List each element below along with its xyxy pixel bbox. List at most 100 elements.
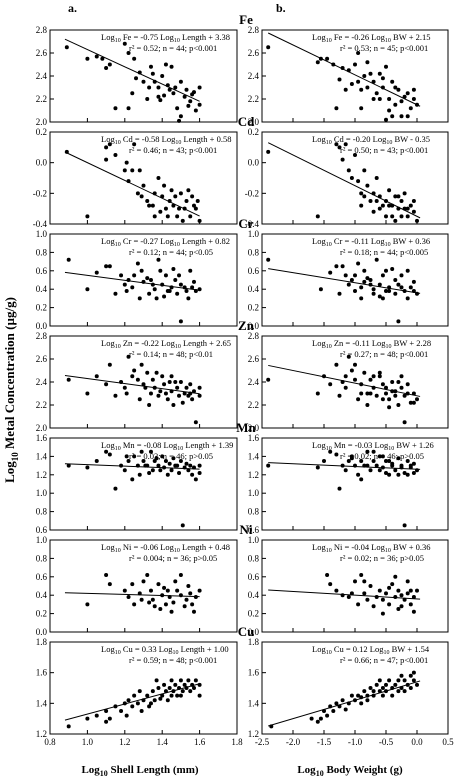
data-point bbox=[137, 296, 142, 301]
y-tick-label: 1.6 bbox=[36, 668, 48, 678]
data-point bbox=[163, 273, 168, 278]
data-point bbox=[322, 374, 326, 379]
data-point bbox=[359, 106, 364, 111]
data-point bbox=[141, 579, 146, 584]
data-point bbox=[368, 391, 373, 396]
data-point bbox=[141, 183, 146, 188]
data-point bbox=[197, 470, 202, 475]
data-point bbox=[405, 296, 410, 301]
data-point bbox=[150, 689, 155, 694]
equation-text: Log10 Cr = -0.11 Log10 BW + 0.36 bbox=[312, 236, 430, 248]
data-point bbox=[66, 724, 71, 729]
data-point bbox=[124, 454, 129, 459]
data-point bbox=[107, 582, 112, 587]
data-point bbox=[145, 370, 150, 375]
data-point bbox=[328, 382, 333, 387]
data-point bbox=[122, 282, 127, 287]
data-point bbox=[162, 93, 167, 98]
y-tick-label: 0.8 bbox=[36, 247, 48, 257]
data-point bbox=[396, 456, 401, 461]
data-point bbox=[122, 168, 127, 173]
y-tick-label: 0.0 bbox=[248, 321, 260, 331]
data-point bbox=[145, 199, 150, 203]
data-point bbox=[113, 106, 118, 111]
data-point bbox=[160, 693, 165, 698]
equation-text: Log10 Zn = -0.11 Log10 BW + 2.28 bbox=[312, 338, 431, 350]
data-point bbox=[169, 188, 174, 193]
data-point bbox=[356, 51, 361, 55]
data-point bbox=[415, 102, 419, 107]
data-point bbox=[177, 470, 182, 475]
right-plot-fe: 2.0 2.2 2.4 2.6 2.8 Log10 Fe = -0.26 Log10 BW… bbox=[248, 25, 449, 127]
data-point bbox=[334, 362, 339, 367]
data-point bbox=[163, 62, 168, 67]
data-point bbox=[147, 203, 152, 208]
y-tick-label: 0.6 bbox=[36, 572, 48, 582]
data-point bbox=[365, 183, 370, 188]
data-point bbox=[371, 459, 376, 463]
data-point bbox=[359, 477, 364, 482]
panel-label-a: a. bbox=[68, 1, 77, 15]
data-point bbox=[362, 591, 367, 596]
data-point bbox=[371, 79, 376, 84]
data-point bbox=[104, 65, 109, 70]
data-point bbox=[193, 678, 198, 683]
data-point bbox=[384, 689, 388, 694]
data-point bbox=[390, 582, 395, 587]
data-point bbox=[337, 77, 342, 82]
stats-text: r² = 0.50; n = 43; p<0.001 bbox=[340, 145, 428, 155]
y-tick-label: 0.6 bbox=[248, 266, 260, 276]
data-point bbox=[349, 176, 354, 180]
data-point bbox=[104, 449, 109, 454]
data-point bbox=[380, 686, 385, 690]
data-point bbox=[141, 79, 146, 84]
y-tick-label: 0.6 bbox=[36, 525, 48, 535]
data-point bbox=[411, 595, 416, 600]
data-point bbox=[405, 382, 410, 387]
data-point bbox=[158, 209, 163, 214]
data-point bbox=[184, 686, 189, 690]
data-point bbox=[160, 593, 165, 598]
data-point bbox=[126, 278, 131, 282]
data-point bbox=[396, 689, 401, 694]
x-tick-label: 1.4 bbox=[157, 737, 169, 747]
data-point bbox=[322, 459, 326, 463]
data-point bbox=[411, 279, 416, 284]
data-point bbox=[399, 593, 404, 598]
x-tick-label: 1.6 bbox=[194, 737, 206, 747]
data-point bbox=[399, 214, 404, 219]
data-point bbox=[107, 264, 112, 269]
data-point bbox=[380, 203, 385, 208]
y-tick-label: 2.4 bbox=[36, 71, 48, 81]
data-point bbox=[380, 465, 385, 470]
data-point bbox=[387, 285, 392, 290]
data-point bbox=[94, 713, 99, 718]
left-plot-cu: 1.2 1.4 1.6 1.8 0.8 1.0 1.2 1.4 1.6 1.8 Log10 Cu =… bbox=[36, 637, 243, 747]
data-point bbox=[169, 609, 174, 614]
data-point bbox=[399, 374, 404, 379]
left-plot-ni: 0.0 0.2 0.4 0.6 0.8 1.0 Log10 Ni = -0.06 Log10… bbox=[36, 535, 238, 637]
data-point bbox=[85, 287, 90, 292]
data-point bbox=[132, 56, 137, 61]
y-tick-label: 2.2 bbox=[36, 400, 47, 410]
data-point bbox=[139, 194, 144, 199]
data-point bbox=[182, 465, 187, 470]
y-tick-label: 0.2 bbox=[36, 303, 47, 313]
stats-text: r² = 0.46; n = 43; p<0.001 bbox=[129, 145, 217, 155]
x-axis-title-right: Log10 Body Weight (g) bbox=[297, 764, 403, 778]
data-point bbox=[399, 673, 404, 678]
data-point bbox=[387, 397, 392, 402]
data-point bbox=[190, 285, 195, 290]
data-point bbox=[188, 591, 193, 596]
data-point bbox=[184, 597, 189, 602]
data-point bbox=[411, 289, 416, 294]
data-point bbox=[126, 698, 131, 703]
right-plot-cr: 0.0 0.2 0.4 0.6 0.8 1.0 Log10 Cr = -0.11 Log10… bbox=[248, 229, 449, 331]
y-tick-label: 1.6 bbox=[248, 433, 260, 443]
y-tick-label: 2.6 bbox=[248, 48, 260, 58]
data-point bbox=[162, 465, 167, 470]
data-point bbox=[405, 579, 410, 584]
y-tick-label: 2.6 bbox=[36, 48, 48, 58]
data-point bbox=[137, 70, 142, 75]
data-point bbox=[353, 579, 357, 584]
